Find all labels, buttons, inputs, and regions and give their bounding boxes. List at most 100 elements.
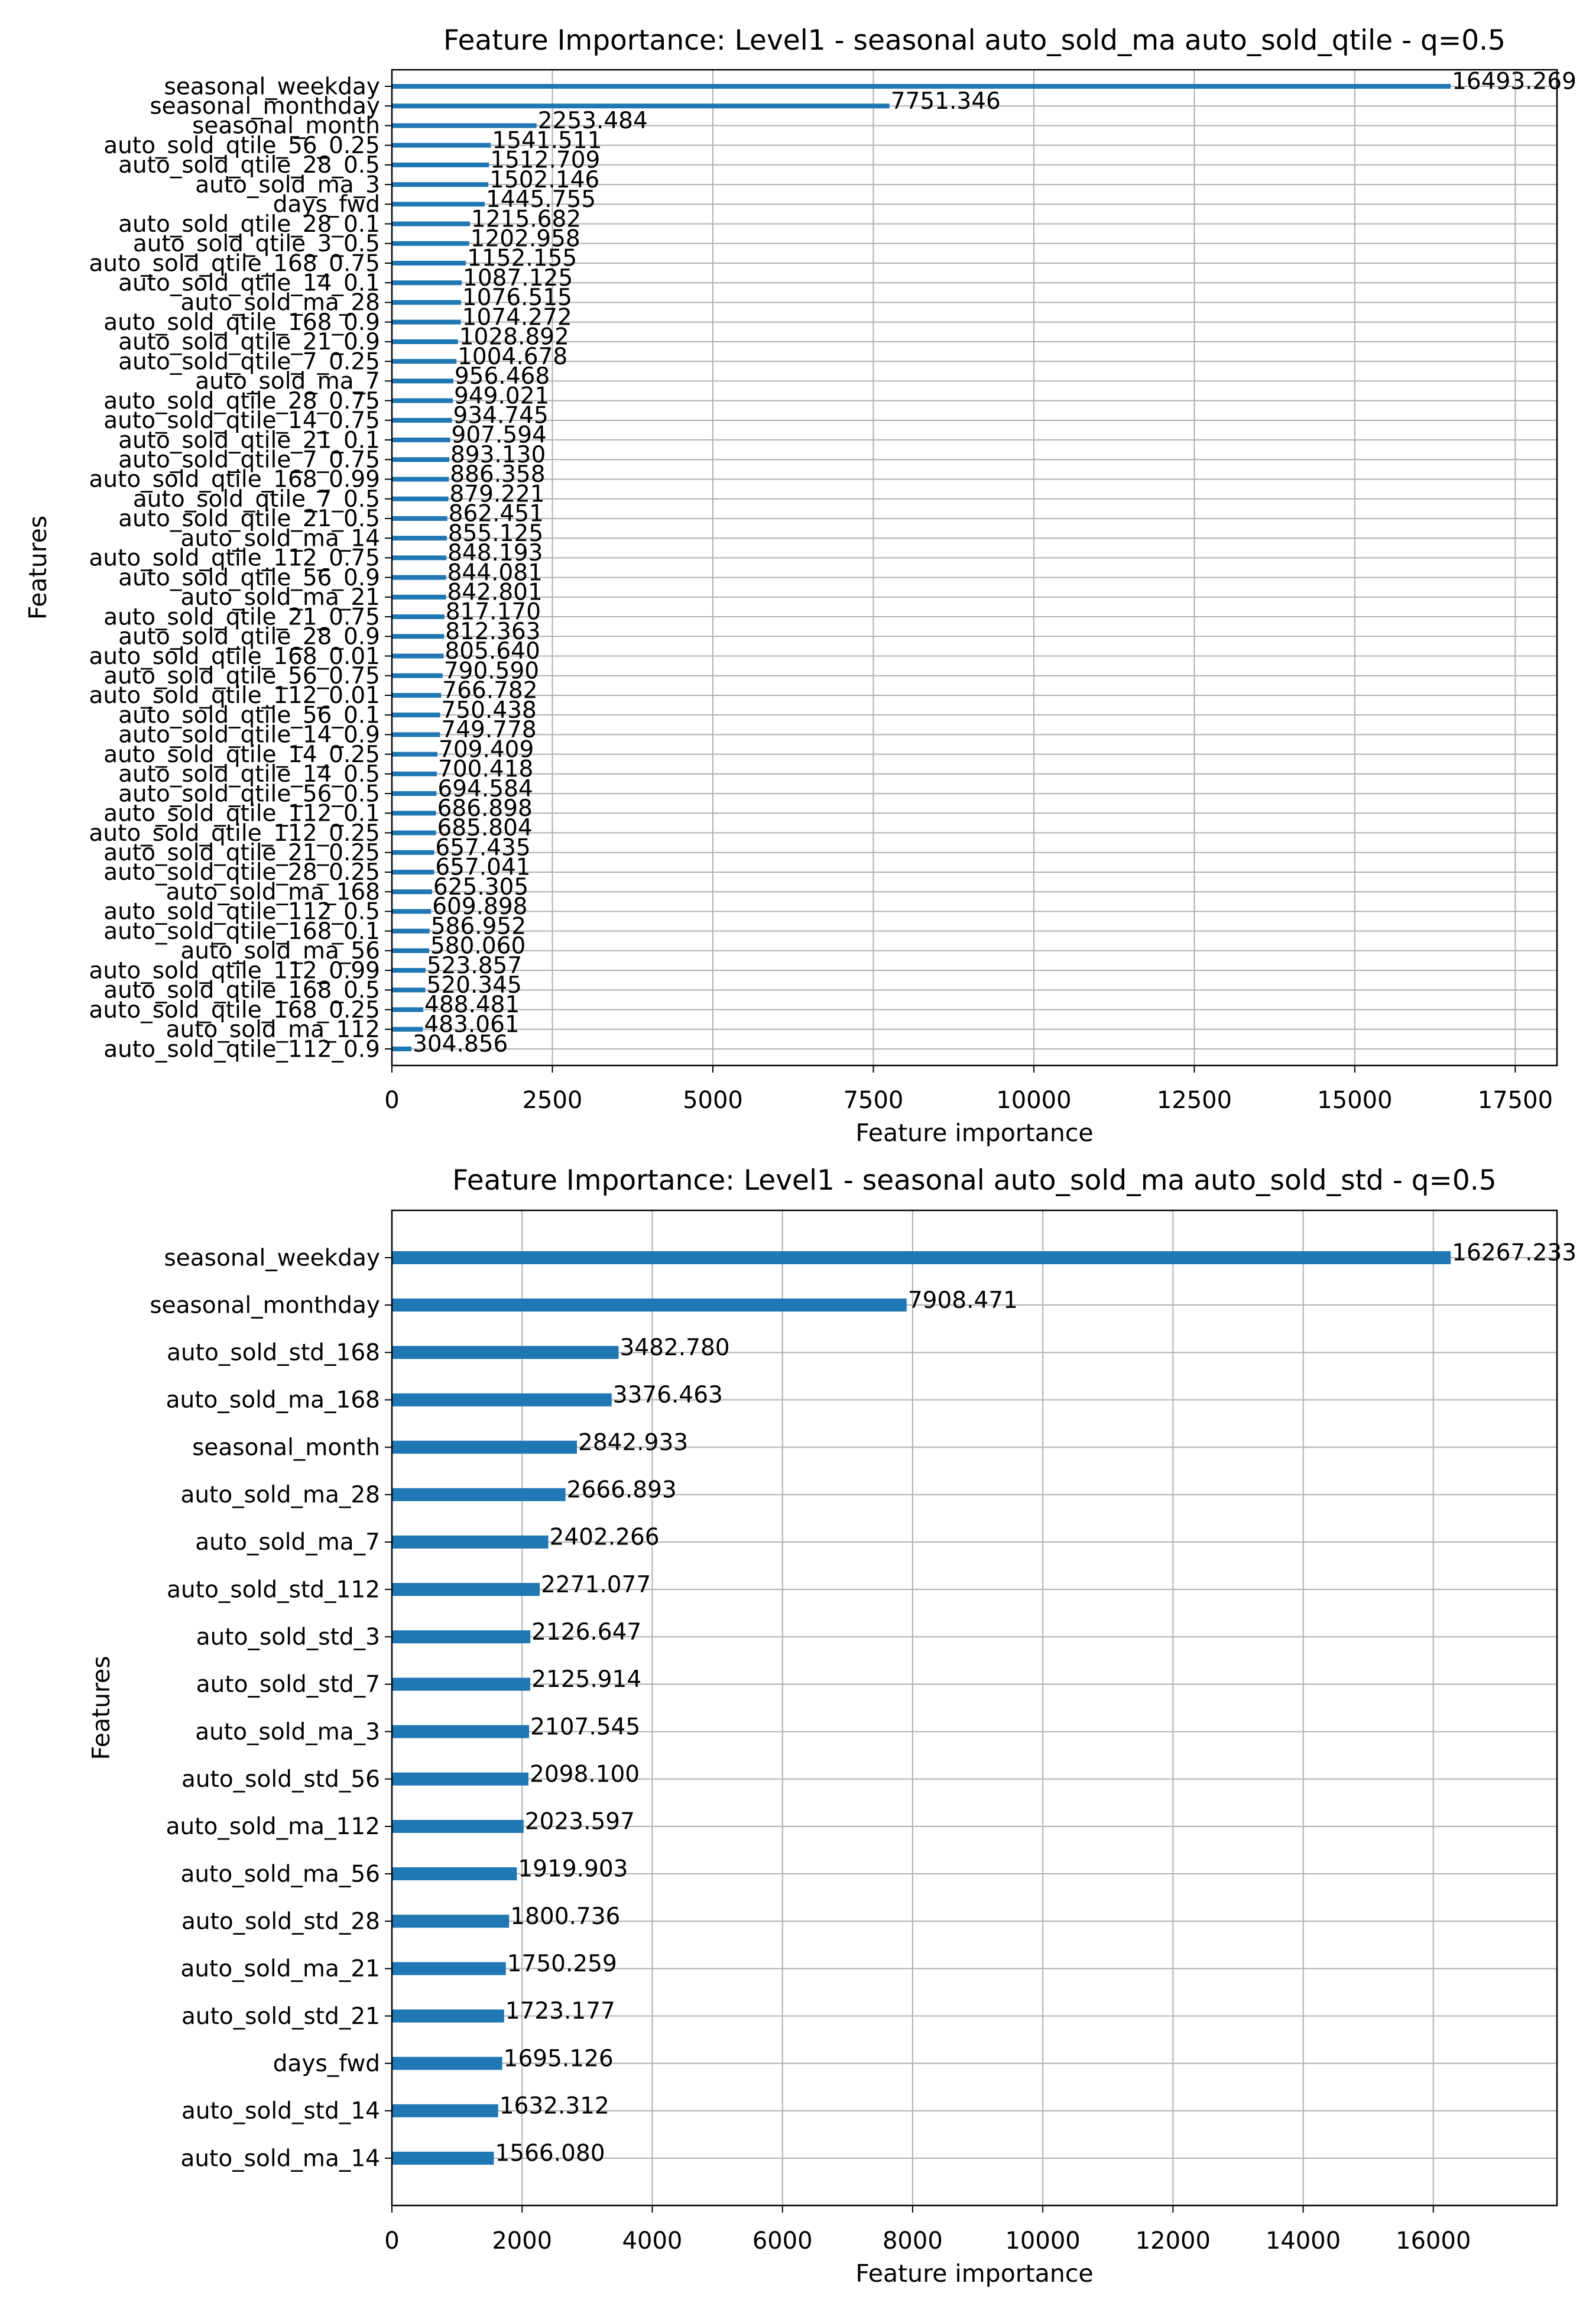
y-tick-label: days_fwd (273, 192, 380, 218)
x-tick-label: 17500 (1478, 1087, 1553, 1114)
bar (392, 319, 461, 325)
x-axis-label: Feature importance (855, 2259, 1093, 2288)
x-tick-label: 4000 (622, 2227, 683, 2255)
data-label: 2402.266 (550, 1524, 660, 1551)
bar (392, 241, 469, 246)
chart-title: Feature Importance: Level1 - seasonal au… (443, 24, 1506, 57)
data-label: 7751.346 (891, 88, 1001, 115)
x-tick-label: 2000 (492, 2227, 552, 2255)
x-tick-label: 15000 (1317, 1087, 1392, 1114)
y-tick-label: auto_sold_qtile_112_0.99 (89, 957, 380, 984)
y-tick-label: auto_sold_ma_56 (180, 938, 380, 964)
bar (392, 2152, 494, 2165)
data-label: 686.898 (437, 795, 533, 822)
y-tick-label: auto_sold_qtile_168_0.01 (89, 643, 380, 670)
y-tick-label: auto_sold_ma_3 (195, 171, 380, 198)
bar (392, 1488, 566, 1501)
data-label: 1512.709 (490, 147, 600, 174)
bar (392, 673, 443, 678)
x-tick-label: 5000 (683, 1087, 743, 1114)
data-label: 749.778 (441, 717, 536, 743)
bar (392, 712, 440, 718)
y-tick-label: auto_sold_qtile_28_0.75 (103, 388, 380, 414)
bar (392, 1535, 549, 1549)
y-tick-label: auto_sold_qtile_56_0.1 (118, 702, 380, 728)
bar (392, 182, 489, 187)
bar (392, 948, 429, 953)
y-tick-label: auto_sold_qtile_56_0.9 (118, 565, 380, 591)
data-label: 2666.893 (567, 1476, 677, 1503)
data-label: 855.125 (448, 520, 543, 547)
bar (392, 123, 537, 128)
data-label: 3376.463 (613, 1382, 723, 1408)
y-tick-label: auto_sold_std_168 (167, 1340, 380, 1366)
y-tick-label: auto_sold_qtile_28_0.25 (103, 859, 380, 886)
bar (392, 791, 437, 796)
bar (392, 536, 447, 541)
data-label: 657.435 (435, 834, 530, 861)
data-label: 2842.933 (578, 1429, 688, 1456)
bar (392, 634, 445, 639)
data-label: 1919.903 (518, 1856, 628, 1883)
bar (392, 2009, 504, 2023)
y-tick-label: seasonal_weekday (164, 1245, 380, 1271)
plot-frame (391, 1209, 1558, 2207)
y-tick-label: auto_sold_ma_112 (166, 1016, 380, 1043)
y-tick-label: auto_sold_qtile_56_0.75 (103, 663, 380, 689)
plot-frame (391, 69, 1558, 1067)
y-tick-label: auto_sold_ma_7 (195, 368, 380, 395)
data-label: 1202.958 (471, 225, 580, 252)
y-tick-label: auto_sold_qtile_7_0.75 (118, 447, 380, 474)
y-tick-label: days_fwd (273, 2051, 380, 2077)
y-tick-label: auto_sold_qtile_14_0.5 (118, 761, 380, 788)
bar (392, 889, 432, 895)
data-label: 1152.155 (467, 245, 577, 272)
data-label: 907.594 (452, 422, 547, 449)
bar (392, 1962, 506, 1975)
bar (392, 84, 1451, 89)
y-tick-label: auto_sold_qtile_168_0.25 (89, 997, 380, 1024)
chart-std: 16267.233 7908.471 3482.780 3376.463 2842.93… (87, 1164, 1576, 2288)
y-tick-label: auto_sold_ma_14 (180, 2145, 380, 2172)
data-label: 812.363 (445, 618, 540, 645)
bar (392, 594, 446, 600)
x-tick-label: 8000 (883, 2227, 943, 2255)
bar (392, 1007, 424, 1012)
x-tick-label: 14000 (1266, 2227, 1341, 2255)
bar (392, 477, 449, 482)
data-label: 766.782 (442, 678, 537, 704)
bar (392, 261, 466, 266)
y-tick-label: auto_sold_qtile_112_0.9 (103, 1036, 380, 1063)
data-label: 523.857 (427, 953, 522, 979)
data-label: 1750.259 (507, 1951, 617, 1977)
data-label: 488.481 (424, 992, 520, 1018)
y-tick-label: auto_sold_qtile_112_0.75 (89, 545, 380, 572)
y-tick-label: auto_sold_qtile_21_0.5 (118, 506, 380, 532)
y-tick-label: auto_sold_qtile_28_0.9 (118, 624, 380, 650)
data-label: 2271.077 (541, 1572, 651, 1598)
y-axis-label: Features (24, 516, 52, 620)
bar (392, 339, 458, 344)
y-tick-label: seasonal_weekday (164, 73, 380, 100)
x-tick-label: 12000 (1136, 2227, 1211, 2255)
data-label: 842.801 (447, 579, 543, 606)
y-tick-label: auto_sold_qtile_7_0.5 (133, 486, 380, 513)
y-tick-label: auto_sold_ma_7 (195, 1529, 380, 1556)
chart-title: Feature Importance: Level1 - seasonal au… (452, 1164, 1496, 1197)
x-tick-label: 0 (384, 1087, 399, 1114)
bar (392, 850, 434, 855)
data-label: 1028.892 (459, 324, 569, 351)
x-tick-label: 6000 (752, 2227, 813, 2255)
x-tick-label: 7500 (844, 1087, 904, 1114)
bar (392, 1630, 531, 1644)
data-label: 1566.080 (495, 2140, 605, 2167)
bar (392, 1915, 510, 1928)
y-tick-label: auto_sold_ma_56 (180, 1861, 380, 1887)
data-label: 1695.126 (504, 2045, 614, 2072)
bar (392, 1772, 529, 1786)
y-tick-label: auto_sold_qtile_3_0.5 (133, 231, 380, 257)
y-tick-label: auto_sold_ma_112 (166, 1813, 380, 1840)
bar (392, 1346, 619, 1359)
data-label: 1800.736 (510, 1903, 620, 1930)
